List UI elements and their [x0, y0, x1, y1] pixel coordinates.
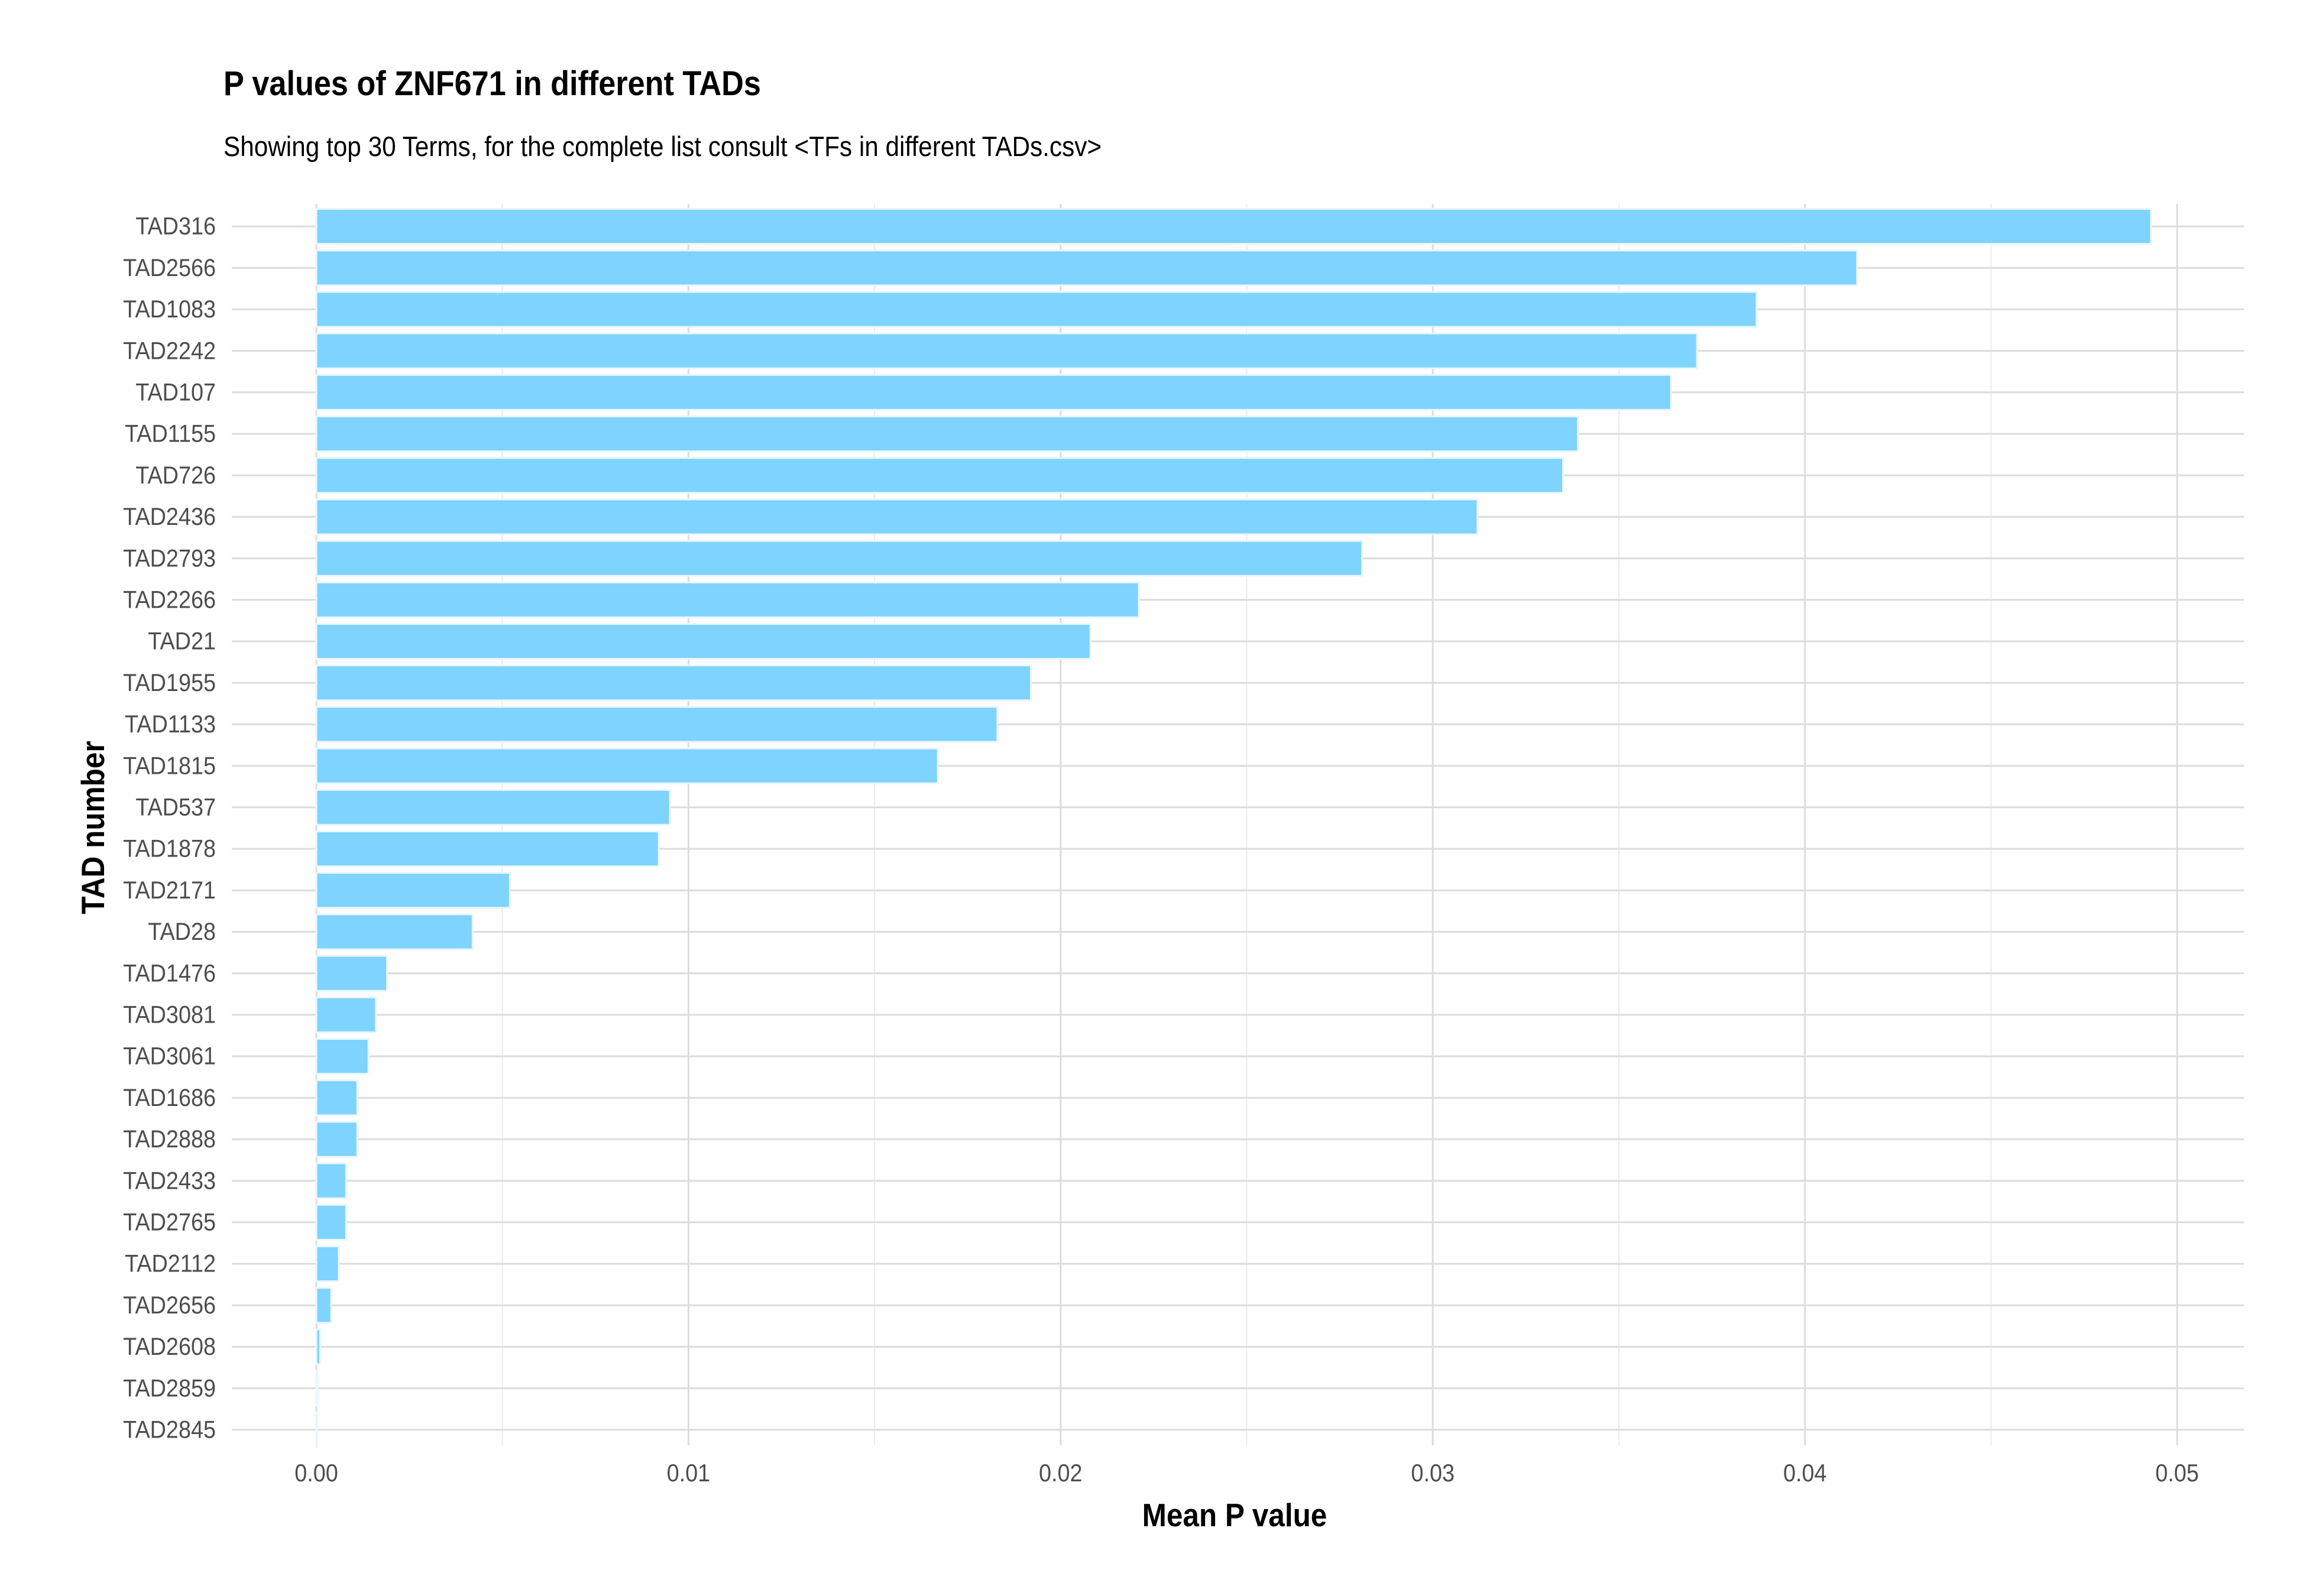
y-tick-label: TAD316 — [135, 213, 216, 240]
y-tick-label: TAD3061 — [123, 1043, 216, 1070]
bar-tad537 — [315, 789, 671, 826]
y-tick-label: TAD2793 — [123, 544, 216, 572]
y-tick-label: TAD2888 — [123, 1125, 216, 1153]
y-tick-label: TAD2242 — [123, 337, 216, 364]
x-tick-label: 0.04 — [1783, 1459, 1827, 1487]
y-axis-title: TAD number — [76, 741, 112, 914]
y-tick-labels: TAD316 TAD2566 TAD1083 TAD2242 TAD107 TAD1155… — [123, 213, 216, 1443]
bar-tad2566 — [315, 249, 1858, 287]
bar-tad107 — [315, 374, 1672, 411]
bar-tad1686 — [315, 1079, 358, 1117]
bar-tad1083 — [315, 291, 1758, 328]
y-tick-label: TAD2112 — [125, 1250, 216, 1277]
y-tick-label: TAD2656 — [123, 1292, 216, 1319]
bar-tad2171 — [315, 872, 511, 909]
x-tick-label: 0.01 — [667, 1459, 711, 1487]
y-tick-label: TAD2859 — [123, 1374, 216, 1402]
x-tick-label: 0.00 — [294, 1459, 338, 1487]
y-tick-label: TAD2765 — [123, 1209, 216, 1236]
bar-tad2242 — [315, 332, 1698, 369]
bar-tad1955 — [315, 664, 1032, 702]
bar-tad2433 — [315, 1162, 347, 1199]
y-tick-label: TAD1815 — [123, 752, 216, 779]
bar-tad2112 — [315, 1245, 340, 1282]
y-tick-label: TAD2845 — [123, 1416, 216, 1443]
bar-tad3081 — [315, 996, 377, 1033]
y-tick-label: TAD537 — [135, 794, 216, 821]
y-tick-label: TAD2171 — [123, 877, 216, 904]
bars — [315, 208, 2152, 1448]
y-tick-label: TAD1133 — [125, 711, 216, 738]
bar-tad1133 — [315, 706, 999, 743]
y-tick-label: TAD1878 — [123, 835, 216, 862]
y-tick-label: TAD1686 — [123, 1084, 216, 1111]
bar-tad28 — [315, 913, 474, 951]
y-tick-label: TAD1955 — [123, 669, 216, 696]
bar-tad1878 — [315, 831, 660, 867]
bar-tad2608 — [315, 1328, 321, 1365]
y-tick-label: TAD1083 — [123, 296, 216, 323]
bar-tad3061 — [315, 1038, 370, 1075]
y-tick-label: TAD3081 — [123, 1001, 216, 1029]
x-tick-label: 0.02 — [1039, 1459, 1083, 1487]
x-axis-title: Mean P value — [1142, 1498, 1327, 1534]
y-tick-label: TAD21 — [148, 628, 216, 655]
y-tick-label: TAD1476 — [123, 959, 216, 987]
y-tick-label: TAD107 — [135, 379, 216, 406]
bar-tad2436 — [315, 498, 1479, 536]
x-tick-label: 0.03 — [1411, 1459, 1455, 1487]
bar-tad2266 — [315, 581, 1140, 618]
y-tick-label: TAD2566 — [123, 254, 216, 281]
bar-tad1476 — [315, 955, 388, 992]
bar-tad2793 — [315, 540, 1363, 577]
chart-subtitle: Showing top 30 Terms, for the complete l… — [224, 131, 1102, 162]
bar-tad316 — [315, 208, 2152, 245]
bar-tad2845 — [315, 1411, 318, 1448]
y-tick-label: TAD1155 — [125, 420, 216, 447]
bar-tad2656 — [315, 1287, 332, 1324]
bar-tad2888 — [315, 1121, 358, 1158]
x-tick-label: 0.05 — [2155, 1459, 2199, 1487]
bar-tad21 — [315, 623, 1092, 660]
bar-tad726 — [315, 457, 1564, 494]
y-tick-label: TAD2436 — [123, 503, 216, 530]
bar-tad1815 — [315, 747, 939, 784]
bar-tad2765 — [315, 1204, 347, 1241]
bar-tad1155 — [315, 416, 1579, 452]
y-tick-label: TAD2433 — [123, 1167, 216, 1194]
y-tick-label: TAD2608 — [123, 1333, 216, 1360]
y-tick-label: TAD2266 — [123, 586, 216, 614]
chart-title: P values of ZNF671 in different TADs — [224, 64, 761, 103]
y-tick-label: TAD726 — [135, 462, 216, 489]
bar-tad2859 — [315, 1370, 319, 1407]
x-tick-labels: 0.00 0.01 0.02 0.03 0.04 0.05 — [294, 1459, 2199, 1487]
y-tick-label: TAD28 — [148, 918, 216, 945]
